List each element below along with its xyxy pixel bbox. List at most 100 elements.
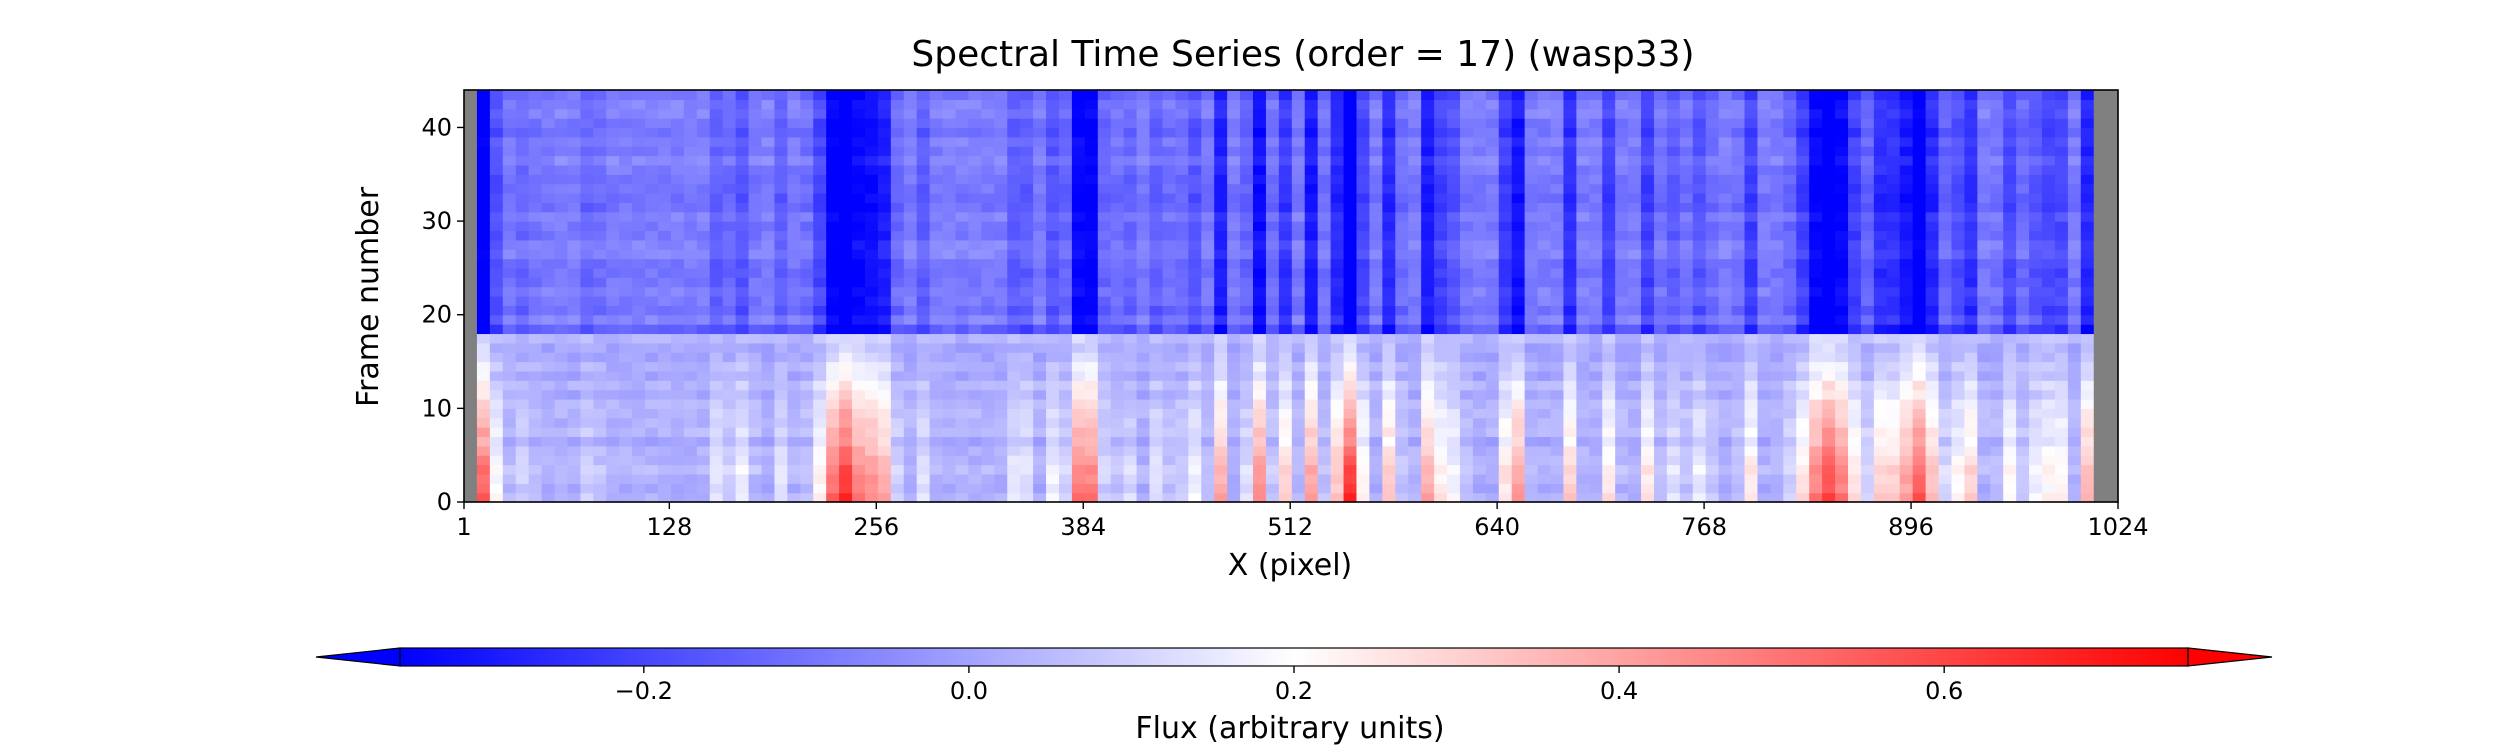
heatmap-cell: [1938, 267, 1953, 278]
heatmap-cell: [1485, 427, 1500, 438]
heatmap-cell: [606, 427, 620, 438]
heatmap-cell: [554, 370, 569, 381]
heatmap-cell: [1835, 370, 1849, 381]
heatmap-cell: [2042, 380, 2056, 391]
heatmap-cell: [839, 399, 853, 409]
heatmap-cell: [994, 305, 1008, 316]
heatmap-cell: [1524, 380, 1539, 391]
heatmap-cell: [1459, 267, 1474, 278]
heatmap-cell: [2106, 389, 2119, 400]
heatmap-cell: [1046, 408, 1060, 419]
heatmap-cell: [1873, 436, 1888, 447]
heatmap-cell: [903, 202, 918, 213]
heatmap-cell: [1162, 352, 1176, 363]
heatmap-frame-row: [464, 239, 2119, 250]
heatmap-cell: [2093, 277, 2108, 288]
heatmap-cell: [1123, 342, 1138, 353]
heatmap-cell: [890, 193, 905, 203]
heatmap-cell: [929, 389, 944, 400]
heatmap-cell: [2067, 174, 2082, 185]
heatmap-cell: [955, 183, 970, 194]
heatmap-cell: [1472, 239, 1487, 250]
heatmap-cell: [1304, 202, 1319, 213]
heatmap-cell: [1951, 464, 1965, 475]
heatmap-cell: [1356, 342, 1371, 353]
heatmap-cell: [1304, 230, 1319, 241]
heatmap-cell: [1046, 445, 1060, 456]
heatmap-cell: [1046, 370, 1060, 381]
heatmap-cell: [1847, 436, 1862, 447]
heatmap-cell: [877, 277, 892, 288]
heatmap-cell: [1938, 174, 1953, 185]
heatmap-cell: [1886, 164, 1901, 175]
heatmap-cell: [1796, 455, 1810, 466]
heatmap-cell: [1615, 408, 1629, 419]
heatmap-cell: [645, 239, 659, 250]
heatmap-cell: [890, 267, 905, 278]
heatmap-cell: [1317, 483, 1332, 494]
heatmap-cell: [1692, 333, 1707, 344]
heatmap-cell: [489, 183, 504, 194]
heatmap-cell: [1822, 380, 1836, 391]
heatmap-cell: [1472, 267, 1487, 278]
heatmap-cell: [2067, 380, 2082, 391]
heatmap-cell: [1253, 445, 1267, 456]
heatmap-cell: [1084, 324, 1099, 335]
heatmap-cell: [1033, 352, 1047, 363]
heatmap-cell: [567, 399, 582, 409]
heatmap-cell: [1796, 342, 1810, 353]
heatmap-cell: [2003, 146, 2017, 157]
heatmap-cell: [826, 155, 840, 166]
heatmap-cell: [1692, 370, 1707, 381]
heatmap-cell: [1692, 342, 1707, 353]
heatmap-cell: [1615, 417, 1629, 428]
heatmap-cell: [1563, 286, 1577, 297]
heatmap-cell: [1731, 258, 1746, 269]
heatmap-cell: [541, 361, 556, 372]
heatmap-cell: [1356, 399, 1371, 409]
heatmap-cell: [761, 389, 776, 400]
heatmap-cell: [1162, 324, 1176, 335]
heatmap-cell: [1149, 202, 1164, 213]
heatmap-cell: [1110, 389, 1125, 400]
heatmap-cell: [1253, 342, 1267, 353]
heatmap-cell: [1240, 296, 1254, 306]
heatmap-cell: [1615, 305, 1629, 316]
heatmap-cell: [748, 136, 763, 147]
heatmap-cell: [2067, 389, 2082, 400]
heatmap-cell: [774, 324, 788, 335]
heatmap-cell: [1382, 286, 1396, 297]
heatmap-cell: [1434, 183, 1448, 194]
heatmap-cell: [1343, 483, 1358, 494]
heatmap-cell: [1395, 408, 1409, 419]
heatmap-cell: [1123, 146, 1138, 157]
heatmap-cell: [1822, 473, 1836, 484]
heatmap-cell: [1434, 258, 1448, 269]
heatmap-cell: [567, 136, 582, 147]
heatmap-cell: [1589, 389, 1603, 400]
heatmap-cell: [580, 249, 594, 260]
heatmap-cell: [1343, 352, 1358, 363]
heatmap-cell: [955, 361, 970, 372]
heatmap-cell: [1459, 305, 1474, 316]
heatmap-cell: [1835, 221, 1849, 232]
heatmap-cell: [1757, 146, 1771, 157]
heatmap-cell: [1783, 483, 1797, 494]
heatmap-cell: [709, 352, 724, 363]
heatmap-cell: [1123, 221, 1138, 232]
heatmap-cell: [1847, 399, 1862, 409]
heatmap-cell: [1796, 277, 1810, 288]
heatmap-cell: [1602, 211, 1616, 222]
heatmap-cell: [1459, 324, 1474, 335]
heatmap-cell: [1886, 399, 1901, 409]
heatmap-cell: [1757, 342, 1771, 353]
heatmap-cell: [1783, 370, 1797, 381]
heatmap-cell: [502, 286, 517, 297]
heatmap-cell: [541, 211, 556, 222]
heatmap-cell: [1265, 193, 1280, 203]
heatmap-cell: [1084, 333, 1099, 344]
heatmap-cell: [852, 333, 866, 344]
heatmap-cell: [1679, 174, 1694, 185]
heatmap-cell: [1033, 455, 1047, 466]
heatmap-cell: [2054, 305, 2069, 316]
